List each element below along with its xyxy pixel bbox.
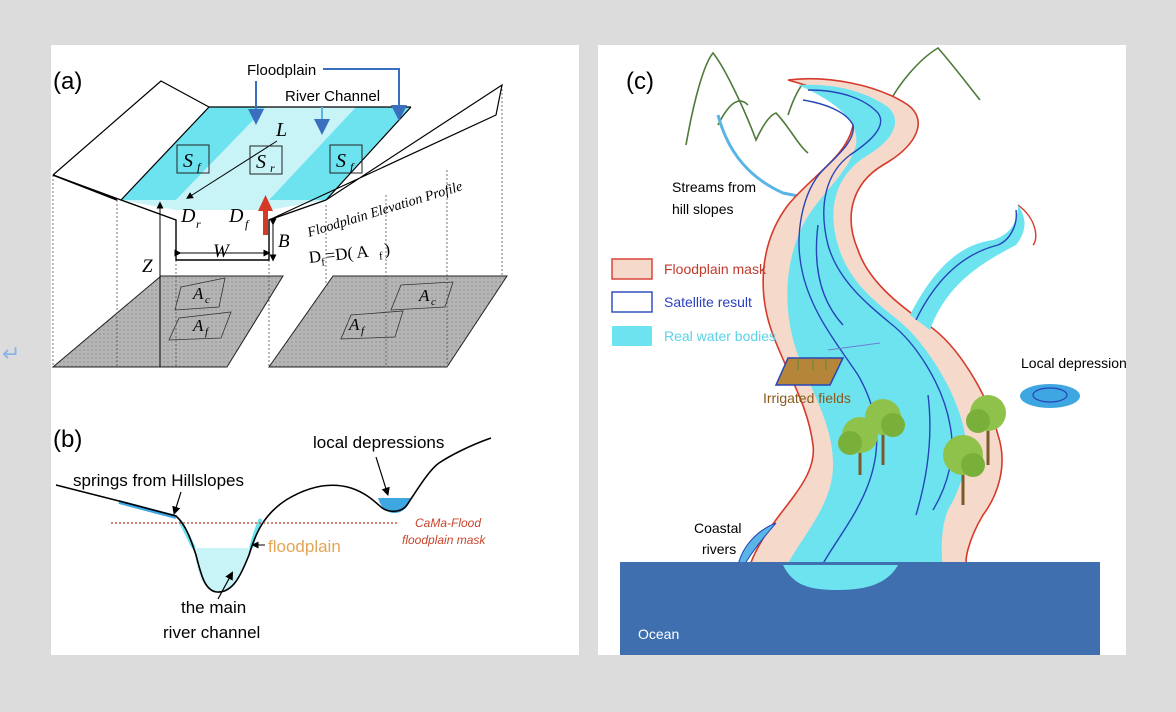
svg-text:f: f <box>350 160 355 174</box>
ground-plane-right <box>268 275 508 368</box>
sr-box: S r <box>249 145 283 175</box>
tributary-water <box>910 205 1025 330</box>
channel-label-line1: the main <box>181 598 246 617</box>
mask-label-line1: CaMa-Flood <box>415 516 481 530</box>
local-depressions-arrow <box>375 456 390 497</box>
coastal-label-line1: Coastal <box>694 520 741 536</box>
left-panel: (a) Floodplain <box>51 45 579 655</box>
hillslope-stream <box>716 114 804 199</box>
tree-group-right <box>943 395 1006 505</box>
legend-label-satellite: Satellite result <box>664 294 752 310</box>
sf-box-right: S f <box>329 144 363 174</box>
svg-text:f: f <box>197 160 202 174</box>
svg-text:c: c <box>205 294 210 306</box>
right-panel: (c) <box>598 45 1126 655</box>
springs-arrow <box>172 491 182 516</box>
svg-text:): ) <box>383 240 391 259</box>
tree-group-left <box>838 399 905 475</box>
terrain-profile <box>55 437 492 593</box>
floodplain-label: Floodplain <box>247 62 316 79</box>
bank-B-label: B <box>278 231 290 252</box>
channel-arrow <box>217 571 234 600</box>
legend-swatch-water <box>612 326 652 346</box>
legend-swatch-floodplain <box>611 258 653 280</box>
svg-text:D: D <box>180 205 196 227</box>
legend-label-water: Real water bodies <box>664 328 776 344</box>
floodplain-tributary-edge <box>1017 204 1037 246</box>
svg-text:A: A <box>192 316 204 335</box>
streams-label-line1: Streams from <box>672 179 756 195</box>
irrigated-label: Irrigated fields <box>763 390 851 406</box>
svg-text:f: f <box>245 217 250 231</box>
svg-text:r: r <box>270 161 275 175</box>
ac-label-right: A c <box>418 286 436 308</box>
river-mouth <box>783 565 898 590</box>
channel-label-line2: river channel <box>163 623 260 642</box>
panel-b-label: (b) <box>53 426 82 453</box>
elevation-Z-label: Z <box>142 256 153 277</box>
panel-c-label: (c) <box>626 68 654 95</box>
red-up-arrow <box>258 195 273 235</box>
dr-label: D r <box>180 205 201 231</box>
panel-ab-svg: (a) Floodplain <box>51 62 508 642</box>
legend-swatch-satellite <box>611 291 653 313</box>
mask-label-line2: floodplain mask <box>402 533 486 547</box>
irrigated-field <box>774 342 881 386</box>
coastal-river <box>737 522 777 568</box>
ocean-label: Ocean <box>638 626 679 642</box>
panel-a-label: (a) <box>53 68 82 95</box>
ground-plane-left <box>51 275 284 368</box>
svg-text:S: S <box>183 150 193 172</box>
length-L-label: L <box>275 119 287 141</box>
springs-label: springs from Hillslopes <box>73 471 244 490</box>
sf-box-left: S f <box>176 144 210 174</box>
local-depression-ellipse <box>1020 384 1080 408</box>
svg-text:A: A <box>348 315 360 334</box>
width-W-label: W <box>213 241 231 262</box>
svg-text:S: S <box>256 151 266 173</box>
svg-text:f: f <box>205 326 210 338</box>
real-water-body <box>783 84 967 587</box>
floodplain-arrow-right <box>323 68 407 121</box>
streams-label-line2: hill slopes <box>672 201 733 217</box>
svg-text:S: S <box>336 150 346 172</box>
legend: Floodplain mask Satellite result Real wa… <box>611 258 776 346</box>
svg-text:A: A <box>418 286 430 305</box>
satellite-result-outline <box>798 89 1017 586</box>
svg-text:D: D <box>228 205 244 227</box>
legend-label-floodplain: Floodplain mask <box>664 261 767 277</box>
svg-text:f: f <box>321 256 326 268</box>
river-channel-label: River Channel <box>285 88 380 105</box>
svg-text:=D( A: =D( A <box>325 242 371 265</box>
panel-c-svg: (c) <box>611 46 1126 655</box>
svg-text:r: r <box>196 217 201 231</box>
length-arrow <box>186 140 278 199</box>
floodplain-b-label: floodplain <box>268 537 341 556</box>
svg-text:f: f <box>361 325 366 337</box>
df-label: D f <box>228 205 250 231</box>
local-depressions-label: local depressions <box>313 433 444 452</box>
ac-label-left: A c <box>192 284 210 306</box>
svg-text:D: D <box>308 247 322 267</box>
af-label-right: A f <box>348 315 366 337</box>
coastal-label-line2: rivers <box>702 541 736 557</box>
return-arrow-icon: ↵ <box>2 342 21 367</box>
formula-label: D f =D( A f ) <box>308 240 391 269</box>
local-depression-label: Local depression <box>1021 355 1126 371</box>
af-label-left: A f <box>192 316 210 338</box>
svg-text:c: c <box>431 296 436 308</box>
svg-text:f: f <box>378 250 383 262</box>
svg-text:A: A <box>192 284 204 303</box>
